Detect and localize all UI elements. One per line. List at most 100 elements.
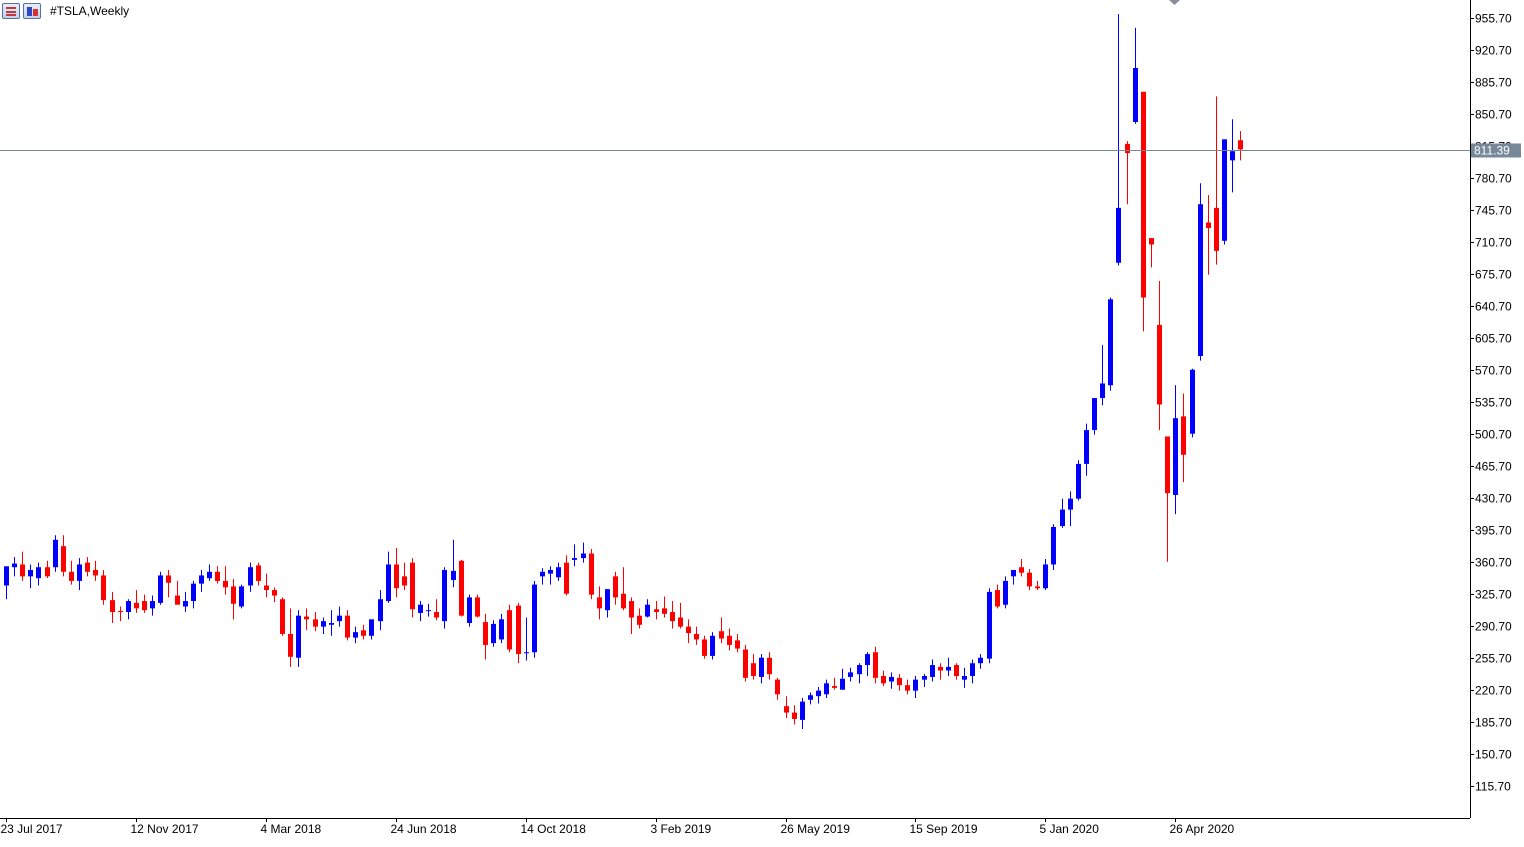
candle-body-bear[interactable] — [175, 595, 180, 605]
candle-body-bear[interactable] — [954, 665, 959, 677]
candle-body-bull[interactable] — [889, 676, 894, 682]
candle-body-bull[interactable] — [840, 678, 845, 690]
candle-body-bear[interactable] — [1141, 91, 1146, 298]
candle-body-bear[interactable] — [621, 593, 626, 609]
candle-body-bear[interactable] — [264, 585, 269, 591]
candle-body-bear[interactable] — [751, 663, 756, 677]
candle-body-bull[interactable] — [36, 567, 41, 579]
candle-body-bull[interactable] — [451, 570, 456, 581]
candle-body-bear[interactable] — [1214, 207, 1219, 251]
candle-body-bear[interactable] — [394, 564, 399, 589]
candle-body-bull[interactable] — [946, 666, 951, 671]
candle-body-bear[interactable] — [166, 575, 171, 583]
candle-body-bull[interactable] — [970, 663, 975, 677]
candle-body-bear[interactable] — [897, 677, 902, 686]
candle-body-bear[interactable] — [1125, 143, 1130, 154]
candle-body-bear[interactable] — [361, 630, 366, 636]
candle-body-bull[interactable] — [1198, 204, 1203, 357]
candle-body-bull[interactable] — [540, 571, 545, 577]
candle-body-bull[interactable] — [548, 569, 553, 574]
candle-body-bull[interactable] — [1092, 398, 1097, 431]
candle-body-bull[interactable] — [532, 584, 537, 653]
candle-body-bear[interactable] — [589, 553, 594, 595]
candle-body-bear[interactable] — [832, 686, 837, 688]
candle-body-bear[interactable] — [784, 706, 789, 713]
candle-body-bull[interactable] — [645, 604, 650, 617]
candle-body-bear[interactable] — [654, 609, 659, 613]
candle-body-bear[interactable] — [873, 652, 878, 678]
candle-body-bull[interactable] — [499, 619, 504, 640]
candle-body-bear[interactable] — [223, 580, 228, 588]
candle-body-bear[interactable] — [678, 617, 683, 627]
candle-body-bull[interactable] — [207, 571, 212, 579]
candle-body-bear[interactable] — [564, 562, 569, 594]
candle-body-bear[interactable] — [402, 576, 407, 586]
candle-body-bull[interactable] — [1043, 564, 1048, 589]
candle-body-bull[interactable] — [353, 632, 358, 638]
candle-body-bull[interactable] — [572, 558, 577, 560]
candle-body-bear[interactable] — [670, 612, 675, 622]
candle-body-bear[interactable] — [20, 564, 25, 577]
candle-body-bull[interactable] — [1100, 383, 1105, 399]
candle-body-bear[interactable] — [142, 601, 147, 611]
candle-body-bear[interactable] — [61, 546, 66, 572]
candle-body-bull[interactable] — [426, 610, 431, 612]
candle-body-bear[interactable] — [792, 712, 797, 719]
candle-body-bull[interactable] — [337, 615, 342, 622]
chart-list-icon[interactable] — [2, 3, 20, 19]
candle-body-bull[interactable] — [28, 569, 33, 577]
candle-body-bear[interactable] — [1206, 222, 1211, 229]
candle-body-bear[interactable] — [410, 562, 415, 610]
candle-body-bull[interactable] — [857, 665, 862, 675]
candle-body-bull[interactable] — [759, 657, 764, 677]
candle-body-bear[interactable] — [727, 635, 732, 645]
candle-body-bull[interactable] — [442, 569, 447, 622]
candle-body-bear[interactable] — [434, 612, 439, 618]
candle-body-bear[interactable] — [93, 569, 98, 576]
candle-body-bear[interactable] — [694, 633, 699, 640]
candle-body-bull[interactable] — [1068, 498, 1073, 510]
candle-body-bull[interactable] — [248, 567, 253, 586]
candle-body-bear[interactable] — [231, 586, 236, 604]
candle-body-bull[interactable] — [913, 679, 918, 691]
candle-body-bear[interactable] — [288, 633, 293, 657]
candle-body-bear[interactable] — [304, 616, 309, 620]
candle-body-bull[interactable] — [183, 601, 188, 607]
candle-body-bear[interactable] — [1027, 572, 1032, 587]
candle-body-bull[interactable] — [369, 619, 374, 636]
candle-body-bear[interactable] — [475, 597, 480, 617]
candle-body-bull[interactable] — [1133, 68, 1138, 122]
candle-body-bear[interactable] — [775, 679, 780, 695]
candle-body-bull[interactable] — [296, 615, 301, 658]
candle-body-bear[interactable] — [45, 567, 50, 577]
candle-body-bear[interactable] — [459, 560, 464, 616]
candle-body-bear[interactable] — [938, 666, 943, 671]
candle-body-bull[interactable] — [1230, 151, 1235, 161]
candle-body-bull[interactable] — [1084, 430, 1089, 464]
candle-body-bear[interactable] — [85, 562, 90, 572]
candle-body-bull[interactable] — [150, 601, 155, 609]
candle-body-bull[interactable] — [978, 657, 983, 664]
candle-body-bull[interactable] — [329, 622, 334, 625]
candle-body-bull[interactable] — [1051, 526, 1056, 565]
candle-body-bull[interactable] — [12, 563, 17, 568]
candle-body-bull[interactable] — [710, 635, 715, 656]
candle-body-bull[interactable] — [53, 539, 58, 568]
candle-body-bull[interactable] — [386, 564, 391, 602]
candle-body-bear[interactable] — [345, 615, 350, 638]
candle-body-bear[interactable] — [702, 639, 707, 656]
candle-body-bull[interactable] — [77, 564, 82, 581]
candle-body-bull[interactable] — [378, 599, 383, 622]
candle-body-bear[interactable] — [1157, 324, 1162, 405]
candle-body-bull[interactable] — [467, 597, 472, 623]
candle-body-bear[interactable] — [1149, 238, 1154, 245]
candle-body-bull[interactable] — [199, 575, 204, 584]
candle-body-bull[interactable] — [491, 623, 496, 644]
candle-body-bear[interactable] — [134, 602, 139, 609]
candle-body-bear[interactable] — [686, 626, 691, 634]
candle-body-bull[interactable] — [962, 676, 967, 680]
candle-body-bull[interactable] — [191, 583, 196, 602]
candle-body-bull[interactable] — [922, 676, 927, 680]
